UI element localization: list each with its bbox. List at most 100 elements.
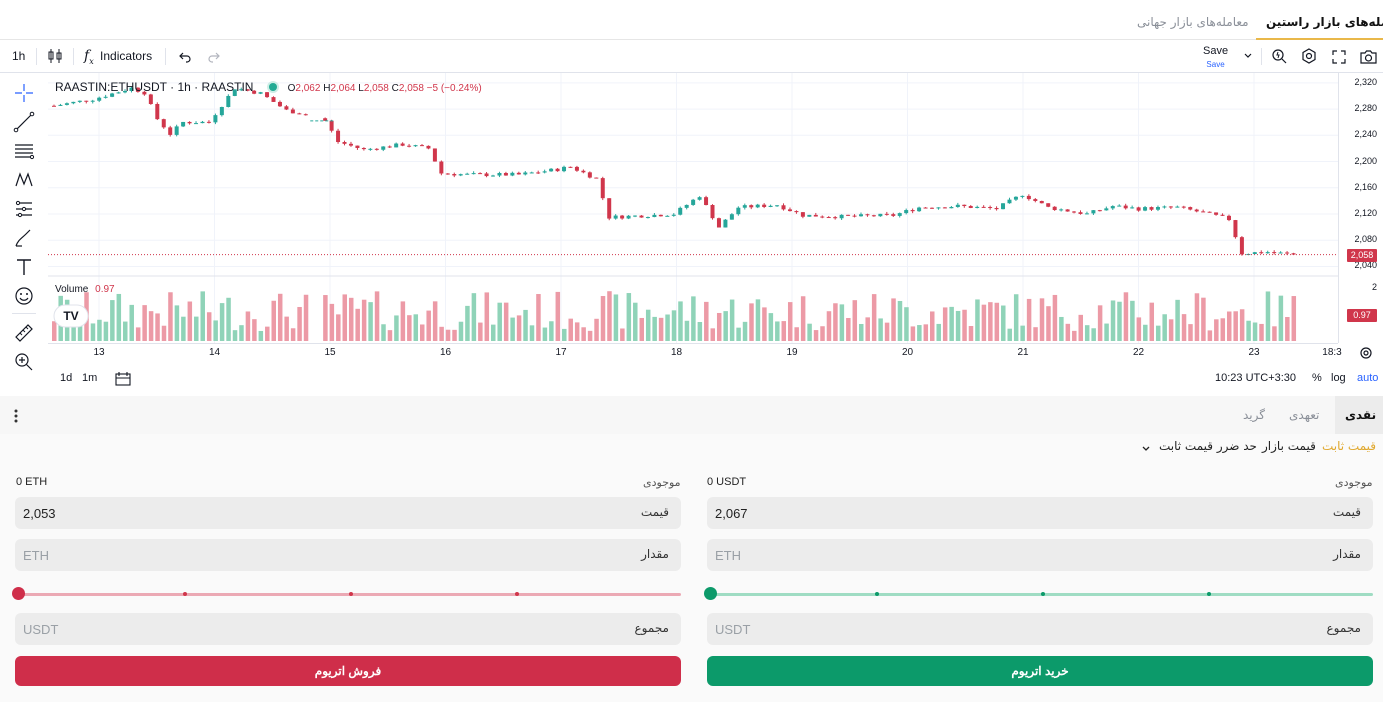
volume-bar [245, 311, 251, 341]
more-options-icon[interactable] [14, 408, 18, 423]
sell-percent-slider[interactable] [12, 587, 681, 601]
candle-body [290, 109, 295, 114]
buy-price-field[interactable]: قیمت [707, 497, 1373, 529]
price-tick-label: 2,120 [1354, 207, 1377, 218]
candle-body [917, 207, 922, 212]
sell-price-input[interactable] [15, 497, 482, 529]
order-type-market[interactable]: قیمت بازار [1262, 439, 1316, 453]
candle-body [336, 130, 341, 143]
buy-amount-input[interactable] [707, 539, 1174, 571]
auto-toggle[interactable]: auto [1357, 372, 1379, 384]
save-button[interactable]: Save Save [1203, 45, 1228, 78]
buy-button[interactable]: خرید اتریوم [707, 656, 1373, 686]
candle-style-icon[interactable] [47, 40, 63, 73]
volume-label[interactable]: Volume [55, 284, 89, 295]
quick-search-icon[interactable] [1271, 40, 1287, 73]
chevron-down-icon[interactable] [1141, 444, 1151, 454]
emoji-icon[interactable] [12, 284, 36, 308]
slider-step[interactable] [875, 592, 879, 596]
crosshair-icon[interactable] [12, 81, 36, 105]
buy-amount-field[interactable]: مقدار [707, 539, 1373, 571]
redo-icon[interactable] [207, 40, 221, 73]
interval-button[interactable]: 1h [12, 49, 26, 63]
candle-body [607, 198, 612, 219]
slider-step[interactable] [183, 592, 187, 596]
candle-body [142, 91, 147, 95]
volume-bar [923, 324, 929, 341]
undo-icon[interactable] [178, 40, 192, 73]
symbol-label[interactable]: RAASTIN:ETHUSDT · 1h · RAASTIN [55, 80, 254, 94]
volume-bar [206, 312, 212, 341]
slider-handle[interactable] [704, 587, 717, 600]
sell-price-field[interactable]: قیمت [15, 497, 681, 529]
buy-price-input[interactable] [707, 497, 1174, 529]
gear-icon[interactable] [1359, 346, 1373, 360]
trend-line-icon[interactable] [12, 110, 36, 134]
sell-amount-input[interactable] [15, 539, 482, 571]
range-1d-button[interactable]: 1d [60, 372, 73, 384]
volume-bar [729, 299, 735, 341]
sell-amount-field[interactable]: مقدار [15, 539, 681, 571]
time-tick-label: 13 [93, 347, 105, 358]
tab-spot[interactable]: نقدی [1335, 396, 1383, 434]
change-value: −5 (−0.24%) [426, 83, 482, 94]
chevron-down-icon[interactable] [1243, 40, 1253, 73]
time-axis[interactable]: 18:3 13 14 15 16 17 18 19 20 21 22 23 [48, 343, 1342, 363]
sell-total-field[interactable]: مجموع [15, 613, 681, 645]
tab-raastin-market[interactable]: معامله‌های بازار راستین [1256, 4, 1383, 40]
slider-step[interactable] [515, 592, 519, 596]
sell-total-input[interactable] [15, 613, 482, 645]
tab-global-market[interactable]: معامله‌های بازار جهانی [1137, 15, 1249, 29]
indicators-button[interactable]: fx Indicators [84, 40, 152, 73]
volume-bar [536, 294, 541, 341]
price-axis[interactable]: 2,320 2,280 2,240 2,200 2,160 2,120 2,080 2,040… [1338, 73, 1383, 343]
buy-total-input[interactable] [707, 613, 1174, 645]
sell-button[interactable]: فروش اتریوم [15, 656, 681, 686]
tab-margin[interactable]: تعهدی [1289, 408, 1320, 422]
order-type-stop-limit[interactable]: حد ضرر قیمت ثابت [1159, 439, 1257, 453]
candle-body [536, 172, 541, 174]
candle-body [226, 95, 231, 108]
brush-icon[interactable] [12, 226, 36, 250]
log-toggle[interactable]: log [1331, 372, 1346, 384]
percent-toggle[interactable]: % [1312, 372, 1322, 384]
candle-body [736, 207, 741, 215]
candle-body [1285, 252, 1290, 254]
buy-total-field[interactable]: مجموع [707, 613, 1373, 645]
timezone-clock[interactable]: 10:23 UTC+3:30 [1215, 372, 1297, 384]
tradingview-logo[interactable]: TV [53, 304, 89, 328]
volume-bar [219, 303, 225, 341]
slider-step[interactable] [1207, 592, 1211, 596]
close-label: C [391, 83, 399, 94]
zoom-in-icon[interactable] [12, 350, 36, 374]
candle-body [1130, 207, 1135, 209]
chart-legend: RAASTIN:ETHUSDT · 1h · RAASTIN O2,062 H2… [55, 80, 482, 94]
buy-percent-slider[interactable] [704, 587, 1373, 601]
forecast-icon[interactable] [12, 197, 36, 221]
date-range-icon[interactable] [114, 371, 132, 387]
settings-icon[interactable] [1301, 40, 1317, 73]
candle-body [90, 100, 95, 102]
ruler-icon[interactable] [12, 321, 36, 345]
range-1m-button[interactable]: 1m [82, 372, 98, 384]
pattern-icon[interactable] [12, 168, 36, 192]
candle-body [897, 213, 902, 216]
candle-body [64, 103, 69, 105]
toolbar-divider [1261, 48, 1262, 65]
slider-step[interactable] [1041, 592, 1045, 596]
candle-body [491, 175, 496, 177]
text-tool-icon[interactable] [12, 255, 36, 279]
candle-body [981, 206, 986, 208]
candle-body [271, 97, 276, 102]
slider-step[interactable] [349, 592, 353, 596]
order-type-limit[interactable]: قیمت ثابت [1322, 439, 1377, 453]
tab-grid[interactable]: گرید [1243, 408, 1265, 422]
fullscreen-icon[interactable] [1332, 40, 1346, 73]
toolbar-divider [12, 313, 36, 314]
volume-bar [381, 324, 386, 341]
camera-icon[interactable] [1360, 40, 1377, 73]
volume-bar [736, 327, 741, 341]
price-chart[interactable]: TV [48, 73, 1338, 343]
fib-retracement-icon[interactable] [12, 139, 36, 163]
slider-handle[interactable] [12, 587, 25, 600]
